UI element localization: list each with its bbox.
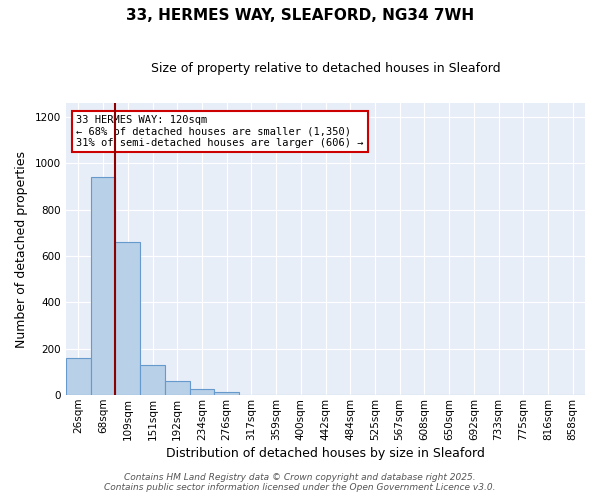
Text: Contains HM Land Registry data © Crown copyright and database right 2025.
Contai: Contains HM Land Registry data © Crown c… [104,473,496,492]
Bar [66,358,91,395]
Bar [190,388,214,395]
Text: 33, HERMES WAY, SLEAFORD, NG34 7WH: 33, HERMES WAY, SLEAFORD, NG34 7WH [126,8,474,22]
Bar [214,392,239,395]
Bar [140,365,165,395]
Y-axis label: Number of detached properties: Number of detached properties [15,150,28,348]
Bar [115,242,140,395]
Text: 33 HERMES WAY: 120sqm
← 68% of detached houses are smaller (1,350)
31% of semi-d: 33 HERMES WAY: 120sqm ← 68% of detached … [76,114,364,148]
X-axis label: Distribution of detached houses by size in Sleaford: Distribution of detached houses by size … [166,447,485,460]
Bar [165,381,190,395]
Title: Size of property relative to detached houses in Sleaford: Size of property relative to detached ho… [151,62,500,76]
Bar [91,177,115,395]
